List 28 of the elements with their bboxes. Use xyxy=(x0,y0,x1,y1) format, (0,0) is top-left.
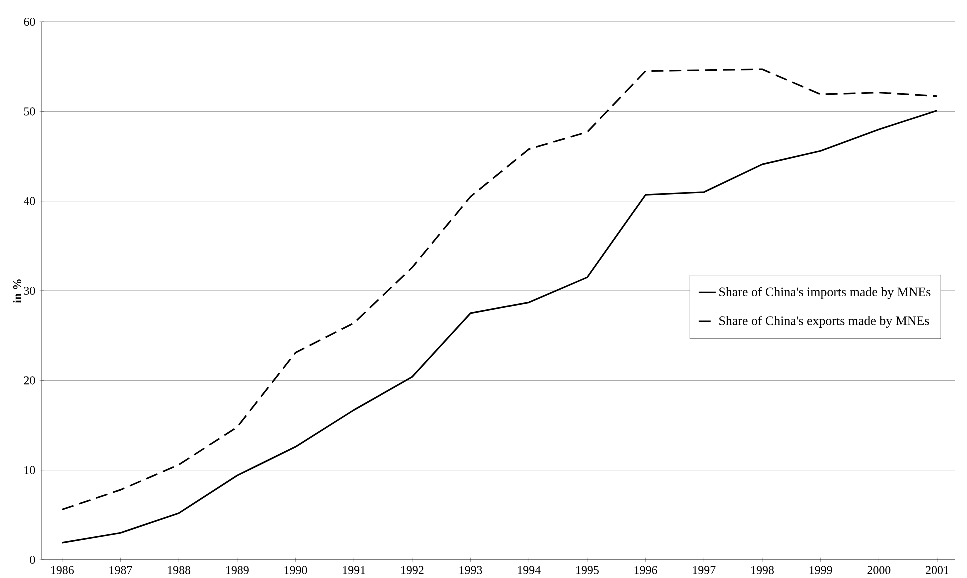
x-tick-label: 1996 xyxy=(634,566,658,574)
y-tick-label: 50 xyxy=(24,108,36,116)
line-series xyxy=(62,110,938,544)
x-tick-label: 1986 xyxy=(52,566,74,574)
y-tick-label: 20 xyxy=(24,376,36,385)
y-tick-label: 10 xyxy=(24,466,36,474)
x-tick-label: 1997 xyxy=(693,566,716,574)
x-tick-label: 2001 xyxy=(926,566,949,574)
legend-label: Share of China's exports made by MNEs xyxy=(720,316,930,328)
x-tick-label: 1988 xyxy=(168,566,191,574)
x-tick-label: 1993 xyxy=(460,566,482,574)
x-tick-label: 1989 xyxy=(226,566,249,574)
y-tick-label: 60 xyxy=(24,18,36,26)
x-tick-label: 1991 xyxy=(343,566,366,574)
x-tick-label: 2000 xyxy=(868,566,891,574)
x-tick-label: 1992 xyxy=(402,566,424,574)
y-tick-label: 30 xyxy=(24,286,36,296)
y-axis-title: in % xyxy=(13,280,22,304)
x-tick-label: 1998 xyxy=(752,566,774,574)
x-tick-label: 1995 xyxy=(576,566,599,574)
y-tick-label: 0 xyxy=(30,556,36,564)
line-series xyxy=(62,68,938,511)
x-tick-label: 1994 xyxy=(518,566,541,574)
x-tick-label: 1987 xyxy=(110,566,132,574)
legend-label: Share of China's imports made by MNEs xyxy=(720,287,931,300)
x-tick-label: 1999 xyxy=(810,566,832,574)
y-tick-label: 40 xyxy=(24,197,36,206)
x-tick-label: 1990 xyxy=(284,566,308,574)
